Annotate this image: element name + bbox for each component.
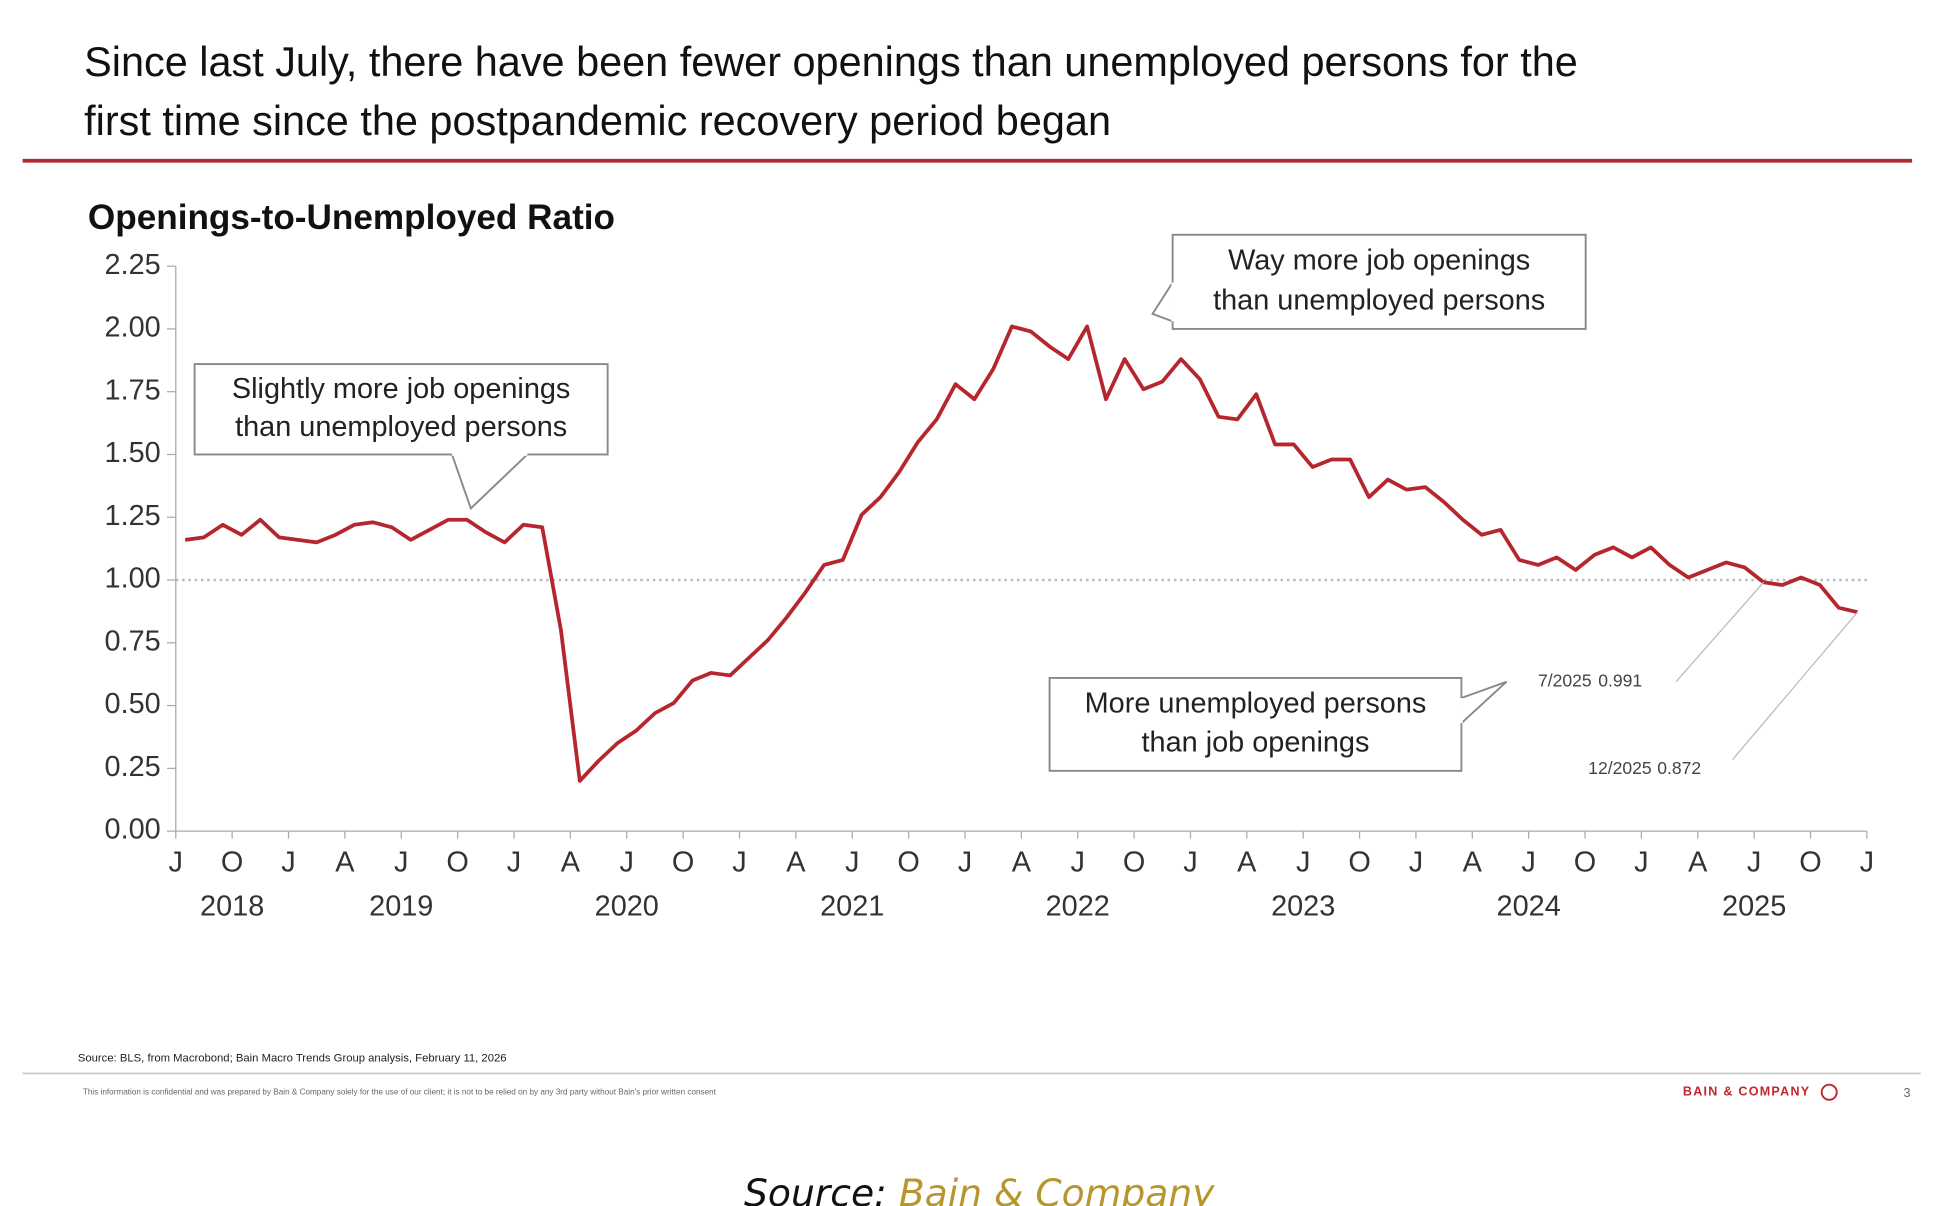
page-number: 3	[1904, 1086, 1911, 1100]
year-label: 2023	[1271, 890, 1335, 922]
callout-text: Slightly more job openings	[232, 373, 571, 405]
x-tick-label: J	[1634, 846, 1648, 878]
year-label: 2021	[820, 890, 884, 922]
callout-text: than unemployed persons	[1213, 284, 1545, 316]
year-label: 2020	[595, 890, 659, 922]
x-tick-label: O	[221, 846, 243, 878]
callout-text: than unemployed persons	[235, 411, 567, 443]
caption: Source: Bain & Company	[744, 1171, 1215, 1206]
callout-pointer	[1151, 281, 1174, 323]
x-tick-label: J	[1296, 846, 1310, 878]
x-tick-label: A	[561, 846, 581, 878]
x-tick-label: J	[620, 846, 634, 878]
point-label-value: 0.872	[1657, 758, 1701, 778]
x-tick-label: O	[446, 846, 468, 878]
x-tick-label: A	[1688, 846, 1708, 878]
x-tick-label: O	[1799, 846, 1821, 878]
callout-text: than job openings	[1142, 727, 1370, 759]
x-tick-label: J	[732, 846, 746, 878]
x-tick-label: A	[786, 846, 806, 878]
year-label: 2024	[1497, 890, 1561, 922]
brand: BAIN & COMPANY	[1683, 1085, 1810, 1099]
brand-icon	[1820, 1083, 1838, 1101]
x-tick-label: J	[1747, 846, 1761, 878]
source-note: Source: BLS, from Macrobond; Bain Macro …	[78, 1052, 507, 1064]
y-tick-label: 0.50	[105, 688, 161, 720]
confidential-note: This information is confidential and was…	[83, 1087, 717, 1096]
y-tick-label: 0.75	[105, 625, 161, 657]
x-tick-label: J	[169, 846, 183, 878]
x-tick-label: J	[1860, 846, 1874, 878]
y-tick-label: 1.50	[105, 437, 161, 469]
x-tick-label: O	[1123, 846, 1145, 878]
x-tick-label: O	[672, 846, 694, 878]
x-tick-label: J	[394, 846, 408, 878]
point-label-value: 0.991	[1598, 670, 1642, 690]
point-label-date: 7/2025	[1538, 670, 1592, 690]
chart-title: Since last July, there have been fewer o…	[84, 38, 1578, 85]
year-label: 2019	[369, 890, 433, 922]
callout-box	[1171, 233, 1587, 330]
year-label: 2022	[1046, 890, 1110, 922]
chart-title: first time since the postpandemic recove…	[84, 97, 1111, 144]
callout-pointer	[1460, 680, 1508, 724]
leader-line	[1675, 581, 1765, 683]
caption-link[interactable]: Bain & Company	[899, 1171, 1215, 1206]
x-tick-label: J	[958, 846, 972, 878]
x-tick-label: J	[1183, 846, 1197, 878]
y-tick-label: 2.00	[105, 312, 161, 344]
x-tick-label: J	[1070, 846, 1084, 878]
point-label-date: 12/2025	[1588, 758, 1652, 778]
x-tick-label: J	[1521, 846, 1535, 878]
x-tick-label: J	[1409, 846, 1423, 878]
x-tick-label: A	[1012, 846, 1032, 878]
callout-text: More unemployed persons	[1085, 688, 1427, 720]
caption-prefix: Source:	[744, 1171, 887, 1206]
callout-box	[1048, 677, 1463, 772]
x-tick-label: J	[281, 846, 295, 878]
y-tick-label: 1.00	[105, 563, 161, 595]
x-tick-label: A	[335, 846, 355, 878]
callout-text: Way more job openings	[1228, 245, 1530, 277]
y-tick-label: 1.25	[105, 500, 161, 532]
year-label: 2018	[200, 890, 264, 922]
leader-line	[1732, 611, 1858, 760]
x-tick-label: O	[897, 846, 919, 878]
y-tick-label: 1.75	[105, 374, 161, 406]
chart-subtitle: Openings-to-Unemployed Ratio	[88, 198, 615, 237]
y-tick-label: 2.25	[105, 249, 161, 281]
x-tick-label: J	[845, 846, 859, 878]
y-tick-label: 0.00	[105, 814, 161, 846]
x-tick-label: A	[1237, 846, 1257, 878]
y-tick-label: 0.25	[105, 751, 161, 783]
x-tick-label: J	[507, 846, 521, 878]
x-tick-label: O	[1348, 846, 1370, 878]
year-label: 2025	[1722, 890, 1786, 922]
callout-pointer	[451, 453, 528, 511]
data-line	[184, 324, 1858, 783]
x-tick-label: O	[1574, 846, 1596, 878]
callout-box	[193, 363, 609, 456]
x-tick-label: A	[1463, 846, 1483, 878]
